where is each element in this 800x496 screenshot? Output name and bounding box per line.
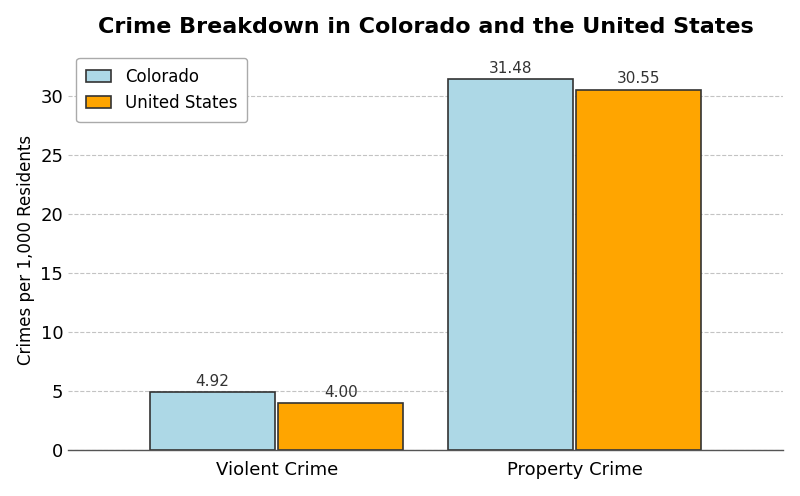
Bar [150,392,275,450]
Bar [448,79,574,450]
Legend: Colorado, United States: Colorado, United States [77,58,247,122]
Text: 4.92: 4.92 [196,373,230,389]
Text: 30.55: 30.55 [617,71,661,86]
Y-axis label: Crimes per 1,000 Residents: Crimes per 1,000 Residents [17,135,34,365]
Title: Crime Breakdown in Colorado and the United States: Crime Breakdown in Colorado and the Unit… [98,17,754,37]
Text: 31.48: 31.48 [489,61,532,75]
Text: 4.00: 4.00 [324,384,358,399]
Bar [278,403,403,450]
Bar [576,90,702,450]
